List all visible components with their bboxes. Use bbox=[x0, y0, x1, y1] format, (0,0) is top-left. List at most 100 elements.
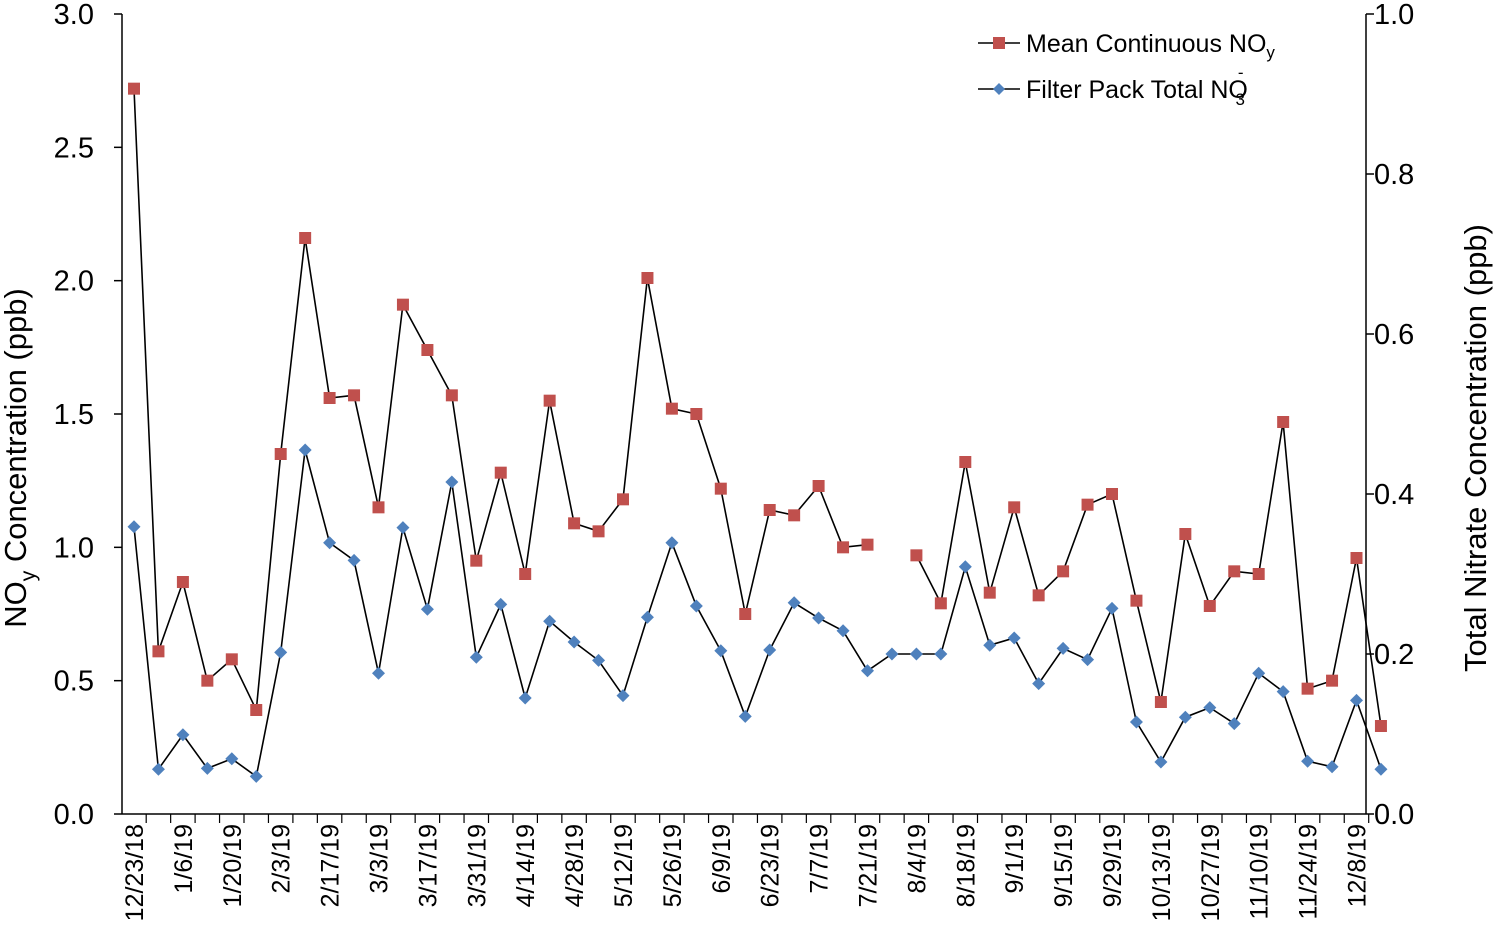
x-tick-label: 9/1/19 bbox=[1001, 824, 1029, 894]
noy-data-point bbox=[739, 608, 752, 620]
right-y-tick-label: 0.6 bbox=[1374, 319, 1414, 351]
x-tick-label: 2/3/19 bbox=[268, 824, 296, 894]
nitrate-data-point bbox=[1203, 701, 1217, 715]
right-y-axis-title: Total Nitrate Concentration (ppb) bbox=[1458, 224, 1493, 672]
noy-data-point bbox=[812, 480, 825, 492]
left-y-axis-title: NOy Concentration (ppb) bbox=[0, 288, 40, 628]
noy-data-point bbox=[1203, 600, 1216, 612]
x-tick-label: 4/14/19 bbox=[512, 824, 540, 907]
x-tick-label: 3/3/19 bbox=[366, 824, 394, 894]
nitrate-data-point bbox=[1154, 755, 1168, 769]
x-tick-label: 5/26/19 bbox=[659, 824, 687, 907]
nitrate-data-point bbox=[861, 664, 874, 678]
left-y-tick-label: 2.5 bbox=[54, 132, 94, 164]
noy-data-point bbox=[1081, 498, 1094, 511]
nitrate-data-point bbox=[567, 635, 581, 649]
x-tick-label: 11/10/19 bbox=[1246, 824, 1274, 919]
noy-data-point bbox=[1228, 565, 1241, 578]
nitrate-data-point bbox=[714, 644, 728, 658]
noy-data-point bbox=[1301, 682, 1314, 695]
nitrate-data-point bbox=[396, 521, 410, 535]
noy-data-point bbox=[1032, 589, 1045, 602]
nitrate-data-point bbox=[1178, 710, 1192, 724]
left-y-tick-label: 3.0 bbox=[54, 0, 94, 31]
nitrate-data-point bbox=[909, 647, 923, 661]
noy-data-point bbox=[1057, 565, 1070, 578]
x-tick-label: 7/21/19 bbox=[855, 824, 883, 907]
noy-data-point bbox=[592, 525, 605, 538]
nitrate-data-point bbox=[1081, 653, 1095, 667]
noy-data-point bbox=[299, 232, 312, 244]
noy-data-point bbox=[617, 493, 629, 506]
nitrate-data-point bbox=[298, 443, 312, 457]
noy-data-point bbox=[1106, 488, 1118, 500]
x-tick-label: 9/15/19 bbox=[1050, 824, 1078, 907]
nitrate-series-line bbox=[133, 449, 1382, 778]
noy-data-point bbox=[1326, 674, 1339, 687]
nitrate-data-point bbox=[249, 769, 263, 783]
nitrate-data-point bbox=[1276, 685, 1290, 699]
noy-data-point bbox=[421, 344, 434, 356]
nitrate-data-point bbox=[494, 597, 508, 611]
noy-data-point bbox=[176, 576, 189, 588]
x-tick-label: 1/20/19 bbox=[219, 824, 247, 907]
nitrate-data-point bbox=[738, 709, 752, 723]
x-tick-label: 7/7/19 bbox=[806, 824, 834, 894]
noy-data-point bbox=[983, 586, 996, 599]
nitrate-data-point bbox=[200, 761, 214, 775]
noy-data-point bbox=[934, 597, 947, 610]
nitrate-data-point bbox=[127, 520, 141, 534]
left-y-tick-label: 1.5 bbox=[54, 399, 94, 431]
legend-noy-marker bbox=[993, 37, 1005, 49]
nitrate-data-point bbox=[1301, 754, 1315, 768]
noy-data-point bbox=[1252, 568, 1265, 580]
right-y-tick-label: 0.8 bbox=[1374, 159, 1414, 191]
noy-data-point bbox=[470, 554, 483, 567]
noy-data-point bbox=[519, 568, 532, 580]
nitrate-data-point bbox=[787, 596, 801, 610]
nitrate-data-point bbox=[1056, 641, 1070, 655]
nitrate-data-point bbox=[1350, 693, 1363, 707]
nitrate-data-point bbox=[274, 645, 288, 659]
nitrate-data-point bbox=[323, 536, 337, 550]
left-y-tick-label: 0.5 bbox=[54, 666, 94, 698]
x-tick-label: 4/28/19 bbox=[561, 824, 589, 907]
legend-nitrate-marker bbox=[993, 83, 1005, 95]
nitrate-data-point bbox=[958, 560, 972, 574]
noy-data-point bbox=[201, 674, 214, 687]
nitrate-data-point bbox=[616, 689, 630, 703]
left-y-axis-ticks: 0.0 0.5 1.0 1.5 2.0 2.5 3.0 bbox=[54, 0, 122, 831]
nitrate-data-point bbox=[836, 624, 850, 638]
x-tick-label: 6/23/19 bbox=[757, 824, 785, 907]
nitrate-data-point bbox=[1007, 631, 1021, 645]
noy-data-point bbox=[714, 482, 727, 495]
right-y-tick-label: 0.4 bbox=[1374, 479, 1414, 511]
nitrate-data-point bbox=[445, 475, 459, 489]
x-tick-label: 10/13/19 bbox=[1148, 824, 1176, 921]
nitrate-data-point bbox=[763, 643, 777, 657]
nitrate-data-point bbox=[1129, 715, 1143, 729]
noy-data-point bbox=[788, 509, 801, 522]
noy-data-point bbox=[568, 517, 581, 530]
nitrate-data-point bbox=[1252, 666, 1266, 680]
noy-data-point bbox=[1374, 720, 1387, 732]
nitrate-data-point bbox=[640, 610, 654, 624]
x-tick-label: 3/31/19 bbox=[463, 824, 491, 907]
noy-data-point bbox=[494, 466, 507, 479]
x-tick-label: 2/17/19 bbox=[317, 824, 345, 907]
right-y-tick-label: 1.0 bbox=[1374, 0, 1414, 31]
noy-data-point bbox=[323, 392, 336, 404]
series-layer bbox=[127, 82, 1388, 783]
x-tick-label: 3/17/19 bbox=[414, 824, 442, 907]
x-tick-label: 12/8/19 bbox=[1344, 824, 1372, 907]
noy-data-point bbox=[250, 704, 263, 716]
x-tick-label: 1/6/19 bbox=[170, 824, 198, 894]
nitrate-data-point bbox=[885, 647, 899, 661]
noy-data-point bbox=[641, 272, 654, 284]
nitrate-data-point bbox=[934, 647, 948, 661]
nitrate-data-point bbox=[176, 728, 190, 742]
nitrate-data-point bbox=[469, 650, 483, 664]
x-tick-label: 5/12/19 bbox=[610, 824, 638, 907]
